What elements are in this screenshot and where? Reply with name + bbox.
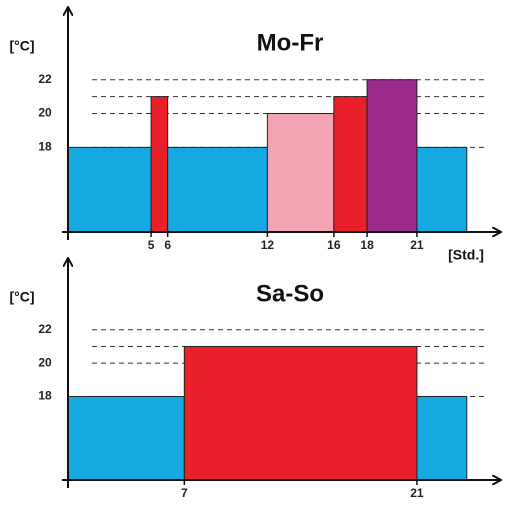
- y-tick-label: 20: [38, 106, 52, 120]
- x-tick-label: 5: [148, 238, 155, 252]
- bar: [167, 146, 268, 233]
- bar: [333, 96, 368, 233]
- x-tick-label: 7: [181, 486, 188, 500]
- bar: [416, 146, 468, 233]
- x-tick-label: 21: [410, 486, 424, 500]
- chart-title: Mo-Fr: [257, 29, 324, 56]
- bar: [67, 396, 185, 481]
- y-axis-label: [°C]: [9, 38, 34, 54]
- x-tick-label: 18: [360, 238, 374, 252]
- y-tick-label: 22: [38, 322, 52, 336]
- y-tick-label: 18: [38, 389, 52, 403]
- x-tick-label: 6: [164, 238, 171, 252]
- chart-title: Sa-So: [256, 280, 324, 307]
- y-axis-label: [°C]: [9, 289, 34, 305]
- x-tick-label: 16: [327, 238, 341, 252]
- bar: [150, 96, 169, 233]
- bar: [416, 396, 468, 481]
- x-tick-label: 21: [410, 238, 424, 252]
- bar: [366, 79, 418, 233]
- x-tick-label: 12: [261, 238, 275, 252]
- y-tick-label: 20: [38, 355, 52, 369]
- bar: [67, 146, 152, 233]
- x-axis-label: [Std.]: [448, 247, 484, 263]
- y-tick-label: 22: [38, 72, 52, 86]
- bar: [266, 113, 335, 233]
- bar: [183, 345, 418, 481]
- y-tick-label: 18: [38, 140, 52, 154]
